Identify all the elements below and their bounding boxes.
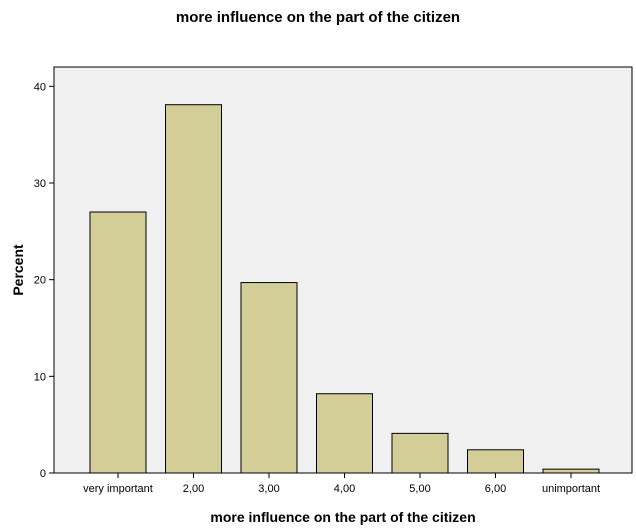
x-axis: very important 2,00 3,00 4,00 5,00 6,00 unimpo… [83, 473, 600, 495]
bar [391, 432, 449, 474]
bar [89, 211, 147, 474]
bar [467, 449, 524, 474]
bar [316, 393, 373, 474]
y-tick-label: 0 [40, 468, 46, 480]
y-tick-label: 30 [34, 178, 46, 190]
y-tick-label: 10 [34, 371, 46, 383]
x-tick-label: 6,00 [485, 483, 506, 495]
x-tick-label: 4,00 [334, 483, 355, 495]
y-axis: 0 10 20 30 40 [34, 81, 54, 480]
y-tick-label: 20 [34, 275, 46, 287]
x-axis-title: more influence on the part of the citize… [210, 509, 475, 525]
bar [165, 104, 222, 474]
x-tick-label: 3,00 [258, 483, 279, 495]
y-tick-label: 40 [34, 81, 46, 93]
x-tick-label: unimportant [542, 483, 600, 495]
bars [89, 104, 600, 474]
x-tick-label: very important [83, 483, 153, 495]
x-tick-label: 5,00 [409, 483, 430, 495]
bar [542, 468, 600, 474]
x-tick-label: 2,00 [183, 483, 204, 495]
bar [240, 282, 298, 474]
y-axis-title: Percent [10, 244, 26, 296]
chart-title: more influence on the part of the citize… [175, 9, 461, 26]
